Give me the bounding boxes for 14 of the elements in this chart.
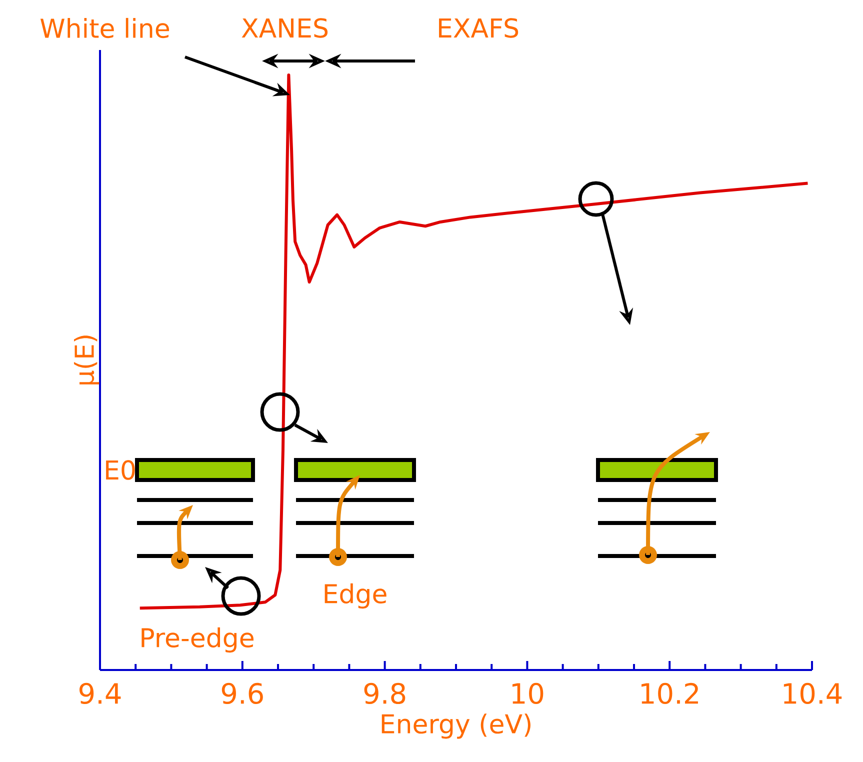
- x-tick-label: 9.6: [222, 682, 263, 704]
- annotation: E0: [106, 460, 135, 480]
- x-tick-label: 9.8: [364, 682, 406, 704]
- x-tick-label: 10.4: [784, 682, 842, 704]
- annotation: Edge: [324, 583, 386, 609]
- y-axis-title: μ(E): [74, 336, 100, 384]
- annotation: Pre-edge: [142, 627, 254, 653]
- x-axis-title: Energy (eV): [382, 714, 530, 739]
- x-tick-label: 10: [512, 682, 544, 704]
- x-tick-label: 9.4: [80, 682, 121, 704]
- x-tick-label: 10.2: [642, 682, 698, 704]
- text: XANES: [242, 18, 328, 38]
- text: EXAFS: [439, 18, 518, 38]
- text: White line: [40, 18, 170, 38]
